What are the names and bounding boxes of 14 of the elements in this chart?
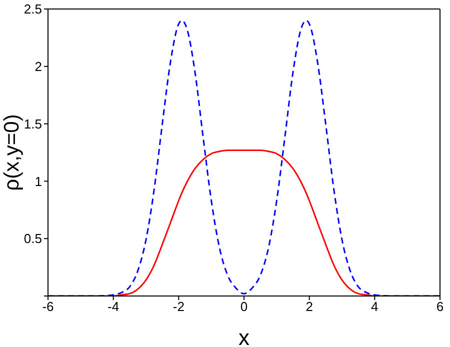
x-tick-label: -2 xyxy=(172,299,184,314)
y-tick-label: 2 xyxy=(34,59,42,74)
y-tick-label: 2.5 xyxy=(24,2,42,17)
x-tick-label: 4 xyxy=(371,299,378,314)
x-axis-title: x xyxy=(238,325,250,347)
x-tick-label: -6 xyxy=(42,299,54,314)
x-tick-label: 2 xyxy=(306,299,313,314)
y-tick-label: 1 xyxy=(34,174,42,189)
y-tick-label: 0.5 xyxy=(24,231,42,246)
y-tick-label: 1.5 xyxy=(24,116,42,132)
x-tick-label: 0 xyxy=(240,299,248,314)
x-tick-label: 6 xyxy=(436,299,444,314)
y-axis-title: ρ(x,y=0) xyxy=(0,114,24,191)
x-tick-label: -4 xyxy=(108,299,120,314)
